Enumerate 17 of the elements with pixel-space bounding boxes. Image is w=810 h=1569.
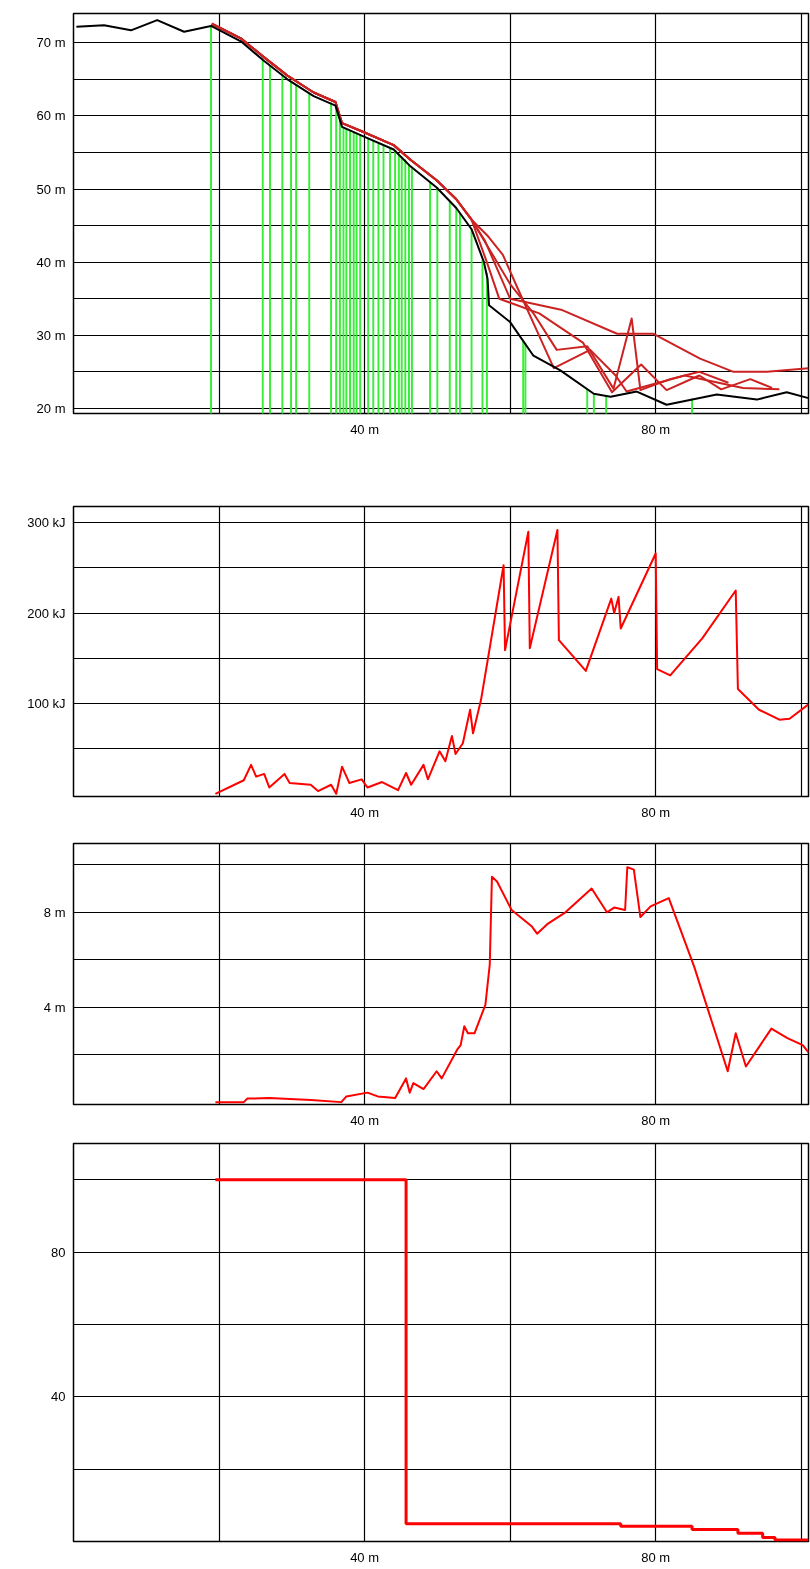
y-tick-label: 40 m [36,254,66,270]
y-tick-label: 200 kJ [27,605,66,621]
y-tick-label: 40 [51,1389,66,1405]
y-tick-label: 80 [51,1244,66,1260]
y-tick-label: 50 m [36,181,66,197]
y-tick-label: 70 m [36,35,66,51]
y-tick-label: 300 kJ [27,515,66,531]
y-tick-label: 8 m [43,904,66,920]
y-tick-label: 60 m [36,108,66,124]
y-tick-label: 30 m [36,327,66,343]
x-tick-label: 80 m [641,1549,671,1565]
y-tick-label: 20 m [36,400,66,416]
y-tick-label: 4 m [43,999,66,1015]
x-tick-label: 80 m [641,421,671,437]
y-tick-label: 100 kJ [27,695,66,711]
x-tick-label: 80 m [641,1112,671,1128]
x-tick-label: 80 m [641,804,671,820]
